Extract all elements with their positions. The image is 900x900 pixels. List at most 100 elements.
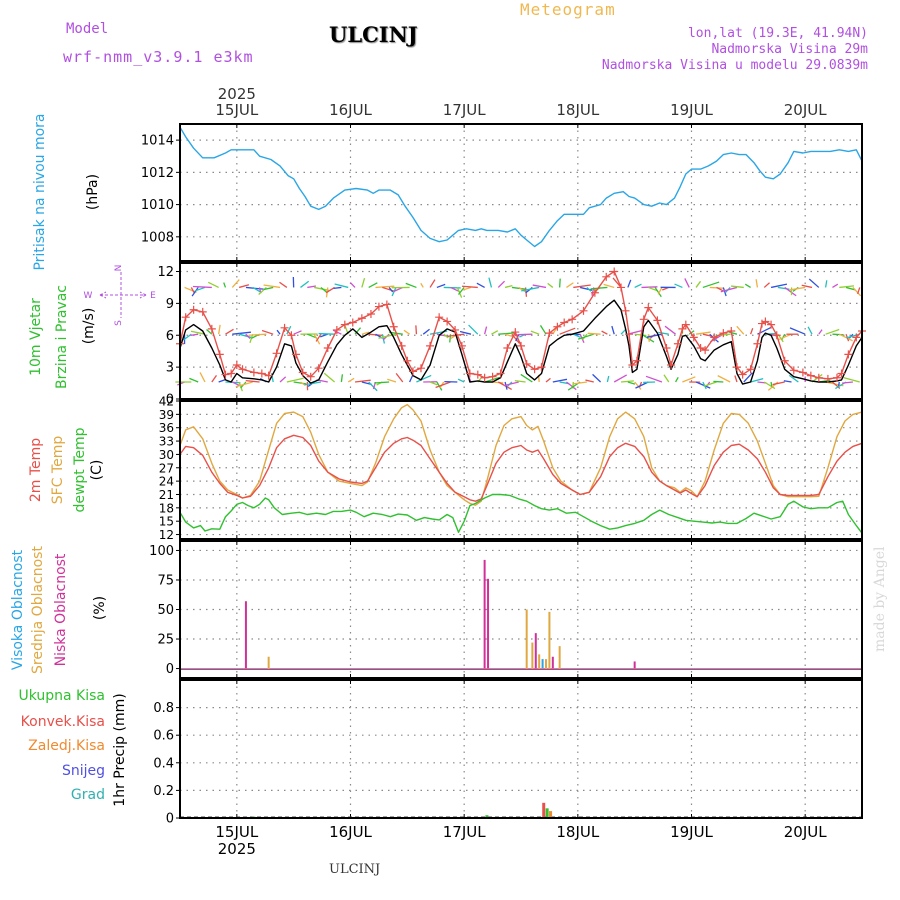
wind-gust-line <box>179 270 863 380</box>
wind-arrow <box>192 285 212 289</box>
wind-gust-marker <box>280 323 289 332</box>
wind-gust-marker <box>314 364 323 373</box>
wind-arrow <box>388 287 394 293</box>
wind-gust-marker <box>628 361 637 369</box>
wind-arrow <box>429 279 436 288</box>
wind-arrow <box>223 282 227 288</box>
wind-arrow <box>641 286 658 289</box>
wind-arrow <box>300 381 306 386</box>
wind-gust-marker <box>366 310 375 318</box>
wind-arrow <box>325 286 335 294</box>
wind-arrow <box>770 283 788 289</box>
wind-gust-marker <box>701 346 710 355</box>
wind-arrow <box>801 284 813 289</box>
wind-arrow <box>818 329 823 335</box>
meteogram-title: Meteogram <box>520 0 616 19</box>
wind-gust-marker <box>653 316 662 325</box>
compass-w: W <box>84 291 93 301</box>
wind-arrow <box>420 282 424 288</box>
temperature-ytick-label: 30 <box>159 448 174 462</box>
wind-arrow <box>825 328 840 335</box>
pressure-ytick-label: 1010 <box>141 198 174 213</box>
wind-arrow <box>688 330 695 335</box>
wind-arrow <box>190 330 206 335</box>
wind-arrow <box>539 325 547 335</box>
wind-arrow <box>784 286 797 297</box>
cloud-bar <box>483 559 486 669</box>
wind-arrow <box>211 374 218 383</box>
wind-arrow <box>183 333 192 341</box>
wind-gust-marker <box>257 369 266 378</box>
wind-ytick-label: 9 <box>166 297 174 312</box>
temperature-frame <box>179 400 863 540</box>
wind-arrow <box>225 328 234 335</box>
wind-arrow <box>808 278 820 288</box>
model-name: wrf-nmm_v3.9.1 e3km <box>63 48 254 66</box>
wind-arrow <box>763 381 776 390</box>
wind-gust-marker <box>517 341 525 350</box>
wind-gust-marker <box>488 372 497 381</box>
precip-bar <box>485 815 489 818</box>
wind-gust-marker <box>189 305 198 314</box>
wind-gust-marker <box>323 344 332 352</box>
wind-gust-marker <box>291 350 300 359</box>
cloud-bar <box>541 659 544 669</box>
wind-gust-marker <box>761 317 770 326</box>
wind-arrow <box>320 286 328 294</box>
wind-gust-marker <box>382 300 391 309</box>
precip-conv-label: Konvek.Kisa <box>21 714 105 730</box>
wind-gust-marker <box>832 373 841 382</box>
wind-arrow <box>627 279 632 288</box>
wind-gust-marker <box>710 333 719 342</box>
cloud-low-ylabel: Niska Oblacnost <box>53 553 69 666</box>
wind-arrow <box>319 333 328 338</box>
wind-arrow <box>647 334 650 342</box>
wind-arrow <box>293 381 307 385</box>
precip-bar <box>542 802 546 818</box>
wind-arrow <box>566 282 574 288</box>
temperature-ytick-label: 12 <box>159 528 174 542</box>
compass-e: E <box>150 291 156 301</box>
wind-arrow <box>755 279 759 288</box>
wind-arrow <box>783 380 792 383</box>
wind-gust-marker <box>511 328 520 337</box>
wind-arrow <box>521 286 540 292</box>
compass-n: N <box>114 265 124 272</box>
wind-gust-marker <box>435 313 444 322</box>
wind-arrow <box>405 282 417 289</box>
wind-gust-marker <box>746 365 755 374</box>
wind-arrow <box>824 280 828 288</box>
wind-gust-marker <box>617 283 626 292</box>
coordinates: lon,lat (19.3E, 41.94N) <box>687 26 868 41</box>
wind-gust-marker <box>772 331 781 340</box>
wind-arrow <box>558 278 561 288</box>
cloud-bar <box>551 656 554 669</box>
wind-arrow <box>777 333 792 341</box>
wind-arrow <box>664 325 676 335</box>
wind-arrow <box>807 326 813 335</box>
wind-speed-line <box>179 299 863 385</box>
wind-arrow <box>763 282 770 288</box>
model-altitude: Nadmorska Visina u modelu 29.0839m <box>601 58 868 73</box>
wind-arrow <box>387 378 397 383</box>
wind-arrow <box>436 283 446 289</box>
wind-gust-marker <box>409 367 418 376</box>
wind-arrow <box>843 377 860 383</box>
wind-arrow <box>238 333 252 339</box>
wind-arrow <box>504 381 508 390</box>
precip-unit: 1hr Precip (mm) <box>112 693 128 806</box>
wind-unit: (m/s) <box>81 308 97 345</box>
wind-arrow <box>293 330 302 335</box>
wind-arrow <box>457 287 465 295</box>
wind-arrow <box>238 284 250 289</box>
wind-arrow <box>391 287 397 297</box>
wind-arrow <box>749 328 754 335</box>
wind-arrow <box>307 285 317 289</box>
temp-unit: (C) <box>89 460 105 481</box>
wind-arrow <box>566 381 577 391</box>
wind-arrow <box>713 380 724 383</box>
wind-arrow <box>645 375 663 383</box>
temperature-ytick-label: 39 <box>159 408 174 422</box>
wind-arrow <box>842 381 853 384</box>
wind-arrow <box>530 330 540 335</box>
